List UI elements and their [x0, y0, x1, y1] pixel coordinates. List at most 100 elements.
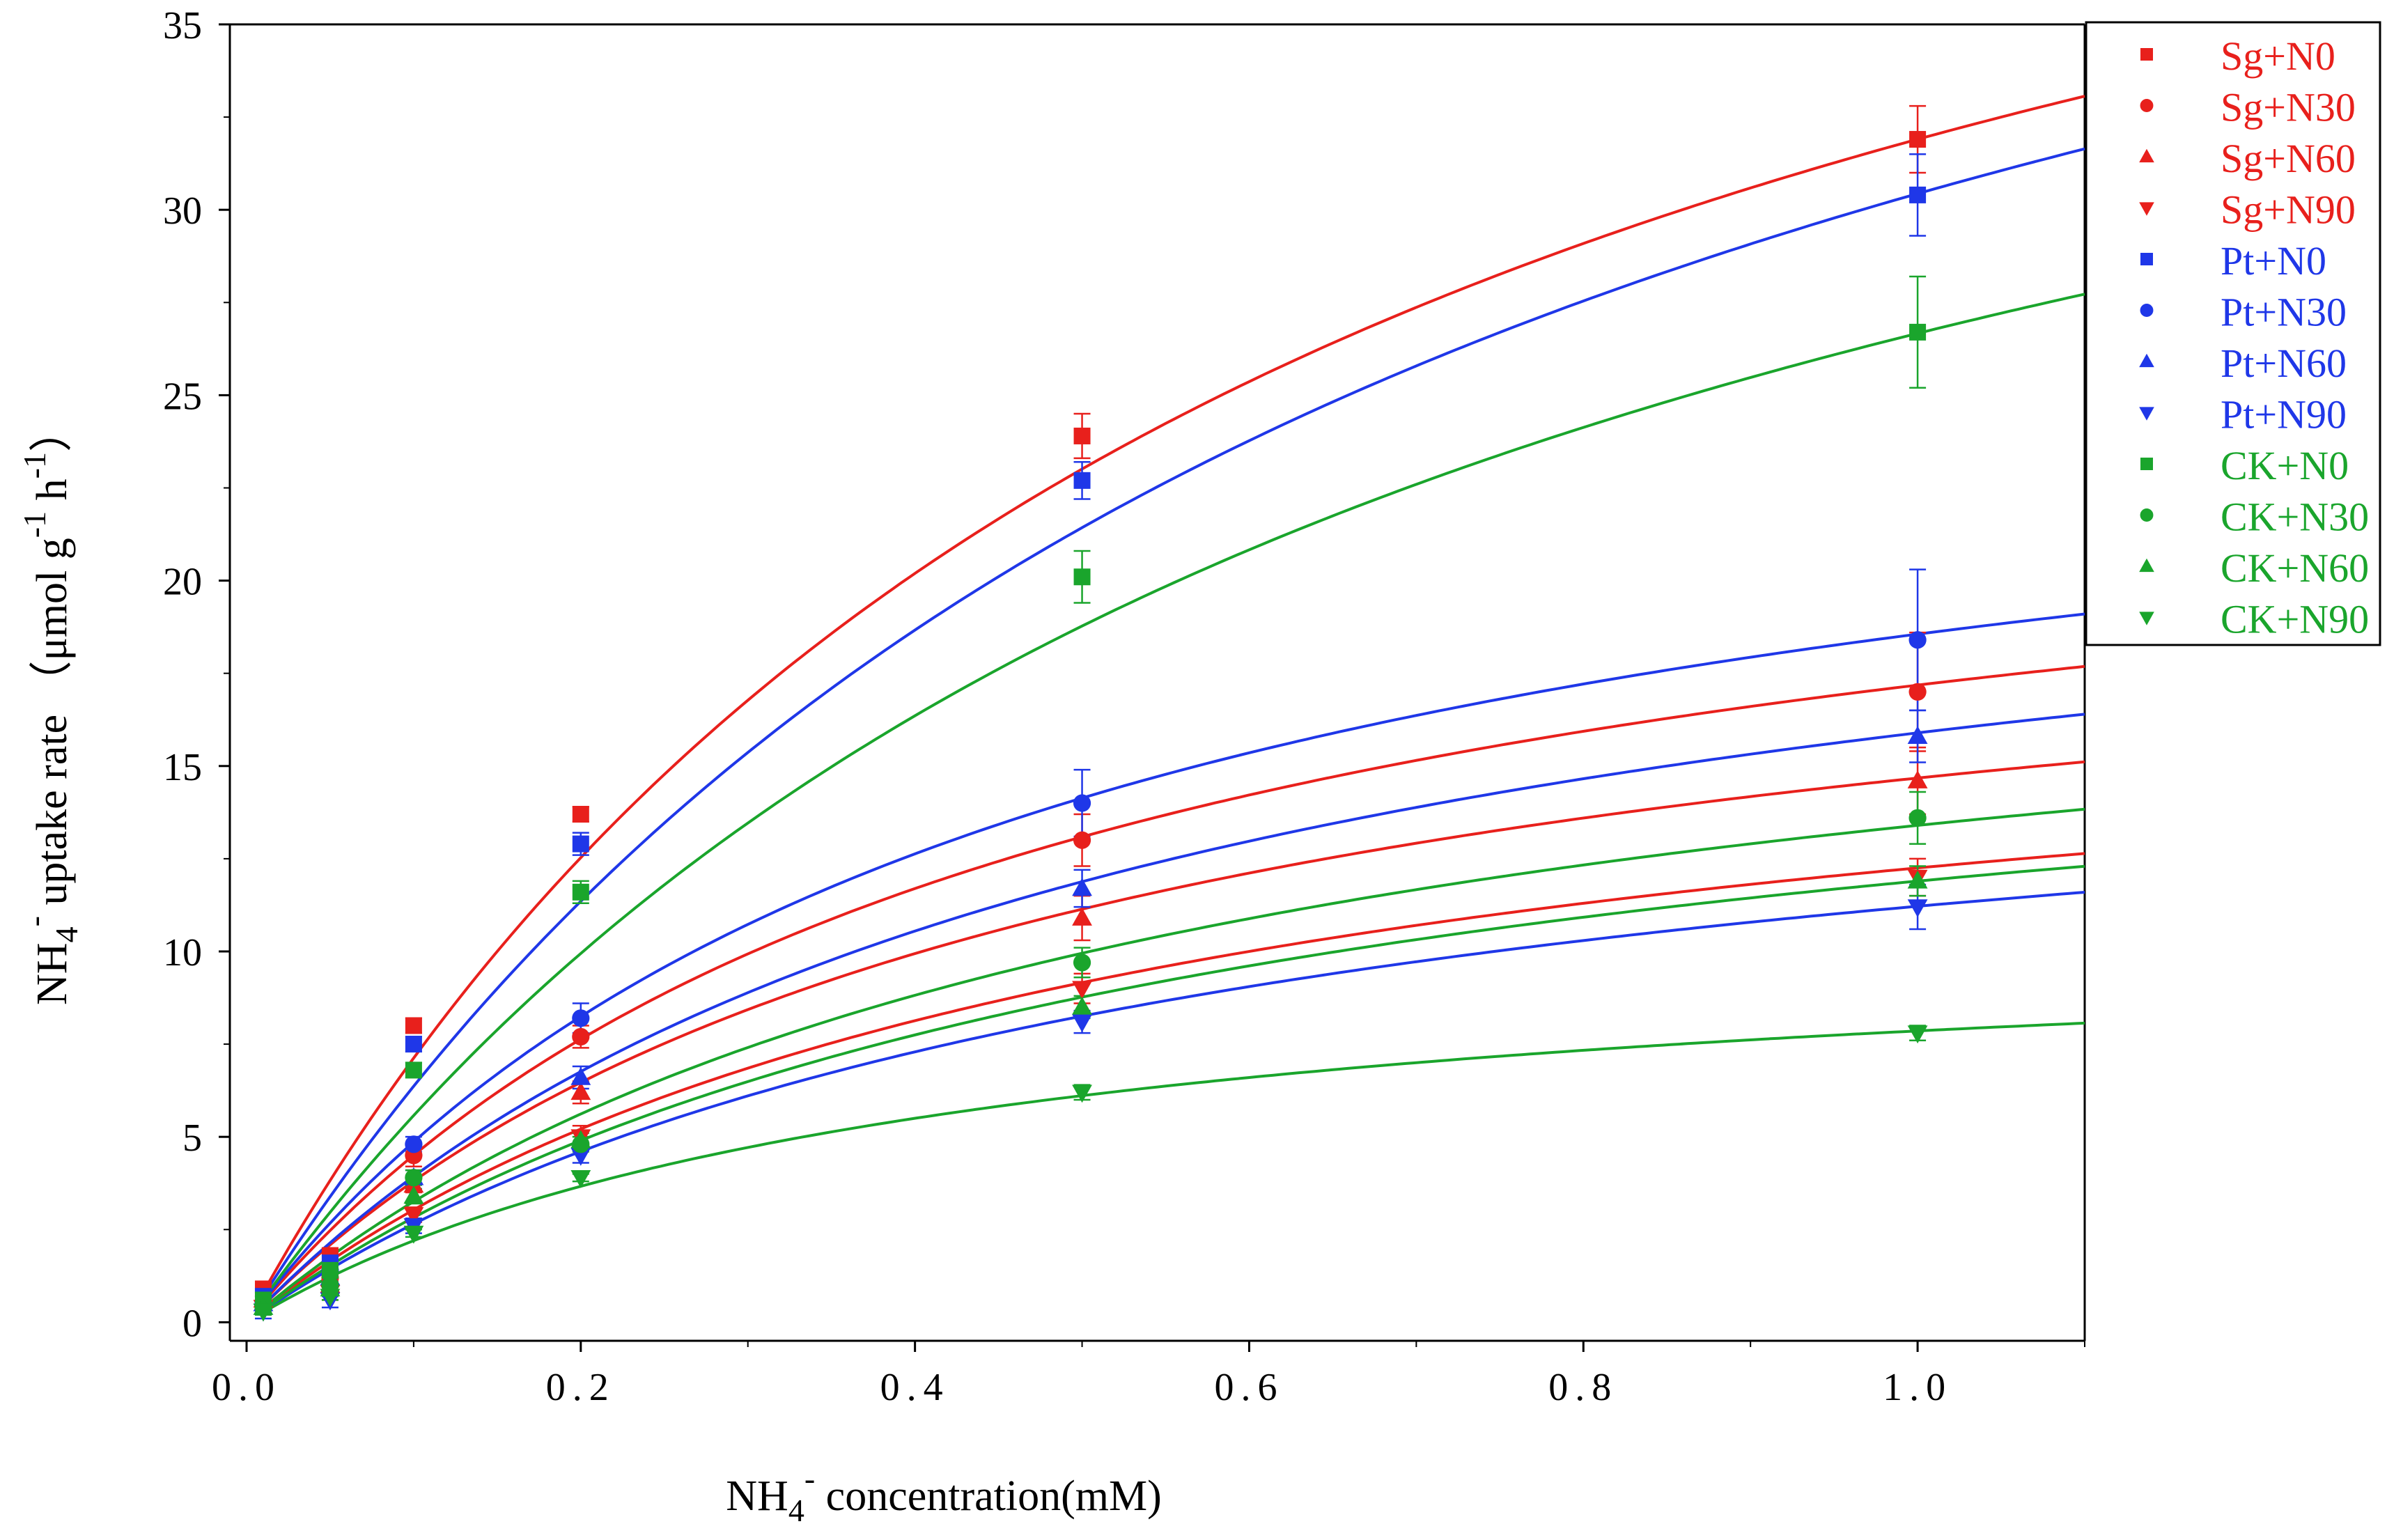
point-pt-n90: [1072, 1014, 1092, 1033]
legend-label-sg-n60: Sg+N60: [2221, 136, 2356, 181]
y-axis-title-middle2: h: [29, 479, 76, 511]
x-tick-label: 0.0: [212, 1366, 281, 1409]
y-tick-label: 15: [163, 746, 202, 789]
legend-marker-pt-n60: [2139, 353, 2154, 368]
y-tick-label: 0: [182, 1302, 202, 1345]
point-pt-n60: [570, 1067, 591, 1085]
legend-marker-sg-n90: [2139, 202, 2154, 216]
fit-curve-pt-n60: [262, 713, 2085, 1307]
point-pt-n60: [1907, 726, 1928, 744]
fit-curve-pt-n0: [262, 147, 2085, 1297]
point-ck-n0: [1073, 568, 1091, 586]
fit-curve-pt-n30: [262, 612, 2085, 1302]
point-sg-n60: [1072, 908, 1092, 926]
y-axis-title-middle: uptake rate （μmol g: [29, 538, 76, 916]
fit-curve-ck-n90: [263, 1021, 2085, 1314]
y-axis-title-sup3: -1: [17, 452, 52, 479]
point-sg-n30: [1908, 683, 1927, 701]
legend-marker-ck-n0: [2140, 458, 2153, 470]
x-tick-label: 0.2: [546, 1366, 616, 1409]
point-sg-n30: [572, 1027, 590, 1046]
point-ck-n60: [403, 1185, 424, 1204]
legend-label-ck-n60: CK+N60: [2221, 545, 2369, 591]
legend-label-sg-n90: Sg+N90: [2221, 187, 2356, 233]
y-tick-label: 35: [163, 4, 202, 47]
fit-curve-ck-n60: [262, 864, 2085, 1312]
point-sg-n0: [405, 1017, 422, 1034]
x-tick-label: 0.8: [1548, 1366, 1618, 1409]
y-tick-label: 20: [163, 561, 202, 604]
point-pt-n30: [1073, 794, 1091, 812]
point-pt-n30: [572, 1009, 590, 1027]
fit-curve-sg-n0: [262, 95, 2085, 1293]
legend-label-ck-n0: CK+N0: [2221, 443, 2349, 488]
x-axis-title-sup: -: [804, 1461, 815, 1496]
point-pt-n60: [1072, 878, 1092, 896]
fit-curve-ck-n0: [262, 293, 2085, 1300]
legend-label-ck-n90: CK+N90: [2221, 597, 2369, 642]
fit-curves: [262, 95, 2085, 1314]
point-pt-n90: [570, 1148, 591, 1166]
fit-curve-ck-n30: [262, 807, 2085, 1309]
point-pt-n90: [1907, 899, 1928, 918]
y-tick-label: 30: [163, 189, 202, 233]
x-tick-label: 1.0: [1883, 1366, 1952, 1409]
fit-curve-sg-n60: [262, 760, 2085, 1307]
legend-box: [2085, 21, 2381, 646]
error-bars: [254, 104, 1927, 1320]
y-axis-title-prefix: NH: [29, 942, 76, 1005]
point-ck-n0: [1909, 323, 1927, 341]
point-ck-n90: [1907, 1025, 1928, 1044]
legend-marker-pt-n30: [2140, 304, 2154, 317]
plot-frame: [228, 23, 2086, 1342]
point-sg-n0: [572, 806, 589, 823]
legend-marker-pt-n90: [2139, 407, 2154, 421]
point-ck-n90: [320, 1289, 341, 1307]
point-ck-n30: [1073, 954, 1091, 972]
legend-marker-sg-n60: [2139, 148, 2154, 163]
point-sg-n60: [1907, 770, 1928, 788]
point-ck-n90: [570, 1169, 591, 1188]
x-axis-title: NH4- concentration(mM): [726, 1461, 1161, 1528]
point-sg-n90: [403, 1207, 424, 1225]
legend-label-pt-n0: Pt+N0: [2221, 238, 2326, 283]
point-pt-n0: [1909, 186, 1927, 203]
y-axis-title-sup: -: [17, 916, 52, 926]
legend-label-ck-n30: CK+N30: [2221, 495, 2369, 540]
legend: Sg+N0 Sg+N30 Sg+N60 Sg+N90 Pt+N0 Pt+N30 Pt+N60…: [2085, 21, 2381, 646]
y-axis-title-sup2: -1: [17, 511, 52, 538]
legend-marker-sg-n0: [2140, 48, 2153, 61]
point-pt-n0: [405, 1036, 422, 1053]
y-axis-title-sub: 4: [49, 926, 84, 942]
y-axis: 0 5 10 15 20 25 30 35: [163, 4, 230, 1345]
point-sg-n0: [1073, 427, 1091, 444]
point-pt-n0: [572, 835, 589, 853]
legend-marker-ck-n60: [2139, 558, 2154, 573]
point-ck-n60: [1907, 870, 1928, 889]
x-axis-title-suffix: concentration(mM): [815, 1472, 1162, 1520]
legend-marker-ck-n30: [2140, 508, 2154, 522]
legend-label-sg-n0: Sg+N0: [2221, 33, 2335, 79]
point-sg-n60: [570, 1082, 591, 1100]
fit-curve-pt-n90: [262, 891, 2085, 1312]
point-ck-n90: [403, 1225, 424, 1244]
point-pt-n0: [1073, 472, 1091, 489]
point-pt-n30: [405, 1135, 423, 1153]
legend-label-pt-n30: Pt+N30: [2221, 290, 2347, 335]
data-markers: [253, 131, 1928, 1322]
legend-label-pt-n60: Pt+N60: [2221, 341, 2347, 386]
point-pt-n30: [1908, 631, 1927, 649]
x-axis: 0.0 0.2 0.4 0.6 0.8 1.0: [212, 1341, 2085, 1409]
y-tick-label: 25: [163, 375, 202, 418]
point-ck-n0: [321, 1261, 339, 1279]
point-ck-n30: [405, 1169, 423, 1187]
point-ck-n30: [1908, 809, 1927, 827]
fit-curve-sg-n30: [262, 664, 2085, 1304]
point-ck-n90: [253, 1303, 274, 1322]
point-ck-n60: [1072, 996, 1092, 1015]
point-ck-n0: [572, 883, 589, 901]
point-sg-n0: [1909, 131, 1927, 148]
y-tick-label: 10: [163, 931, 202, 974]
point-ck-n60: [570, 1130, 591, 1149]
